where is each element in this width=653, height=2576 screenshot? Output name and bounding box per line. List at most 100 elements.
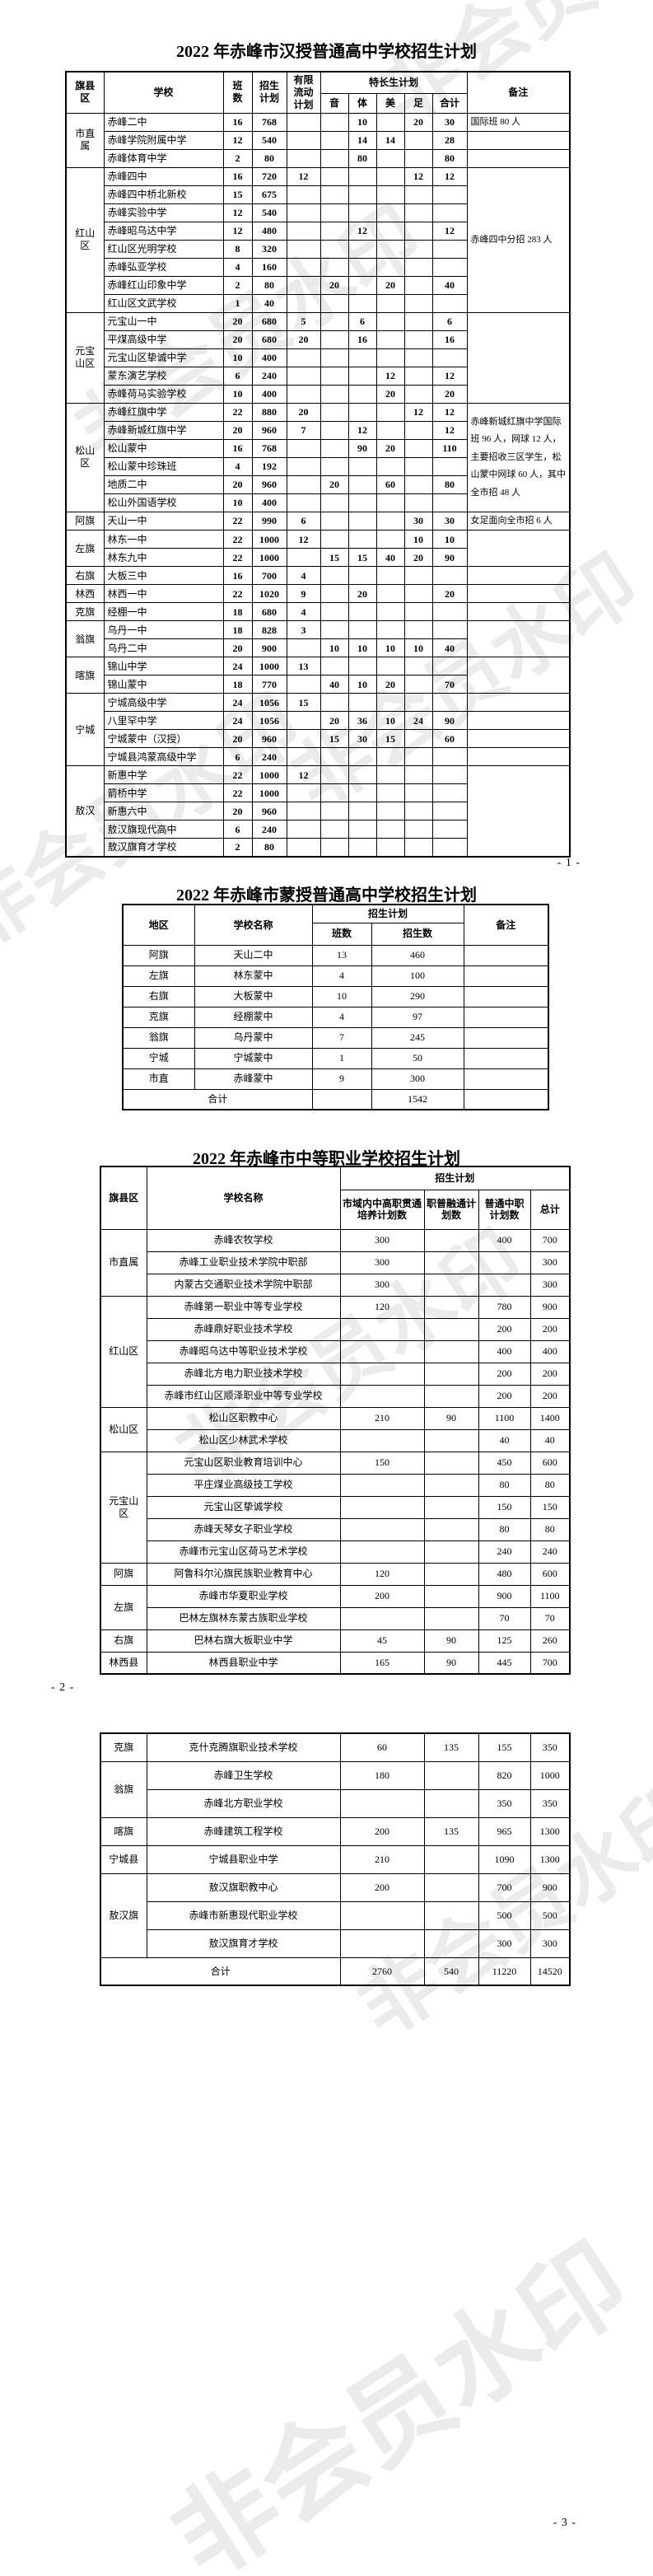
region-cell: 翁旗 (65, 620, 105, 658)
plan-cell: 40 (251, 293, 287, 313)
header-row: 旗县区 学校 班数 招生计划 有限流动计划 特长生计划 备注 (65, 71, 571, 114)
total-cell: 150 (529, 1495, 571, 1519)
special-students-header: 特长生计划 (320, 71, 468, 94)
football-cell (403, 311, 433, 331)
music-cell (320, 311, 349, 331)
football-cell (403, 838, 433, 858)
school-cell: 赤峰红旗中学 (103, 402, 224, 422)
plan-cell: 1056 (251, 693, 287, 713)
limited-flow-cell (286, 729, 321, 749)
pe-cell (347, 511, 377, 531)
classes-cell: 20 (222, 729, 253, 749)
total-cell: 80 (529, 1473, 571, 1497)
music-cell (320, 602, 349, 622)
total-cell: 300 (529, 1251, 571, 1274)
art-cell (375, 185, 405, 204)
subtotal-cell (431, 566, 468, 586)
school-cell: 敖汉旗职教中心 (146, 1872, 341, 1902)
table-row: 赤峰市红山区顺泽职业中等专业学校 200 200 (100, 1384, 571, 1408)
limited-flow-cell (286, 548, 321, 568)
football-cell: 12 (403, 402, 433, 422)
school-cell: 林西县职业中学 (146, 1651, 341, 1675)
mongolian-high-school-table: 地区 学校名称 招生计划 备注 班数 招生数 阿旗 天山二中 13 460 左旗 林东蒙中… (122, 904, 550, 1110)
football-cell (403, 475, 433, 494)
regular-plan-cell: 240 (478, 1540, 531, 1564)
table-row: 元宝山区挚诚中学 10 400 (66, 348, 570, 367)
pe-cell (347, 384, 377, 404)
subtotal-cell: 20 (431, 584, 468, 604)
table-row: 箭桥中学 22 1000 (66, 783, 570, 803)
subtotal-cell: 10 (431, 530, 468, 549)
region-cell: 松山区 (100, 1406, 147, 1452)
subtotal-cell (431, 257, 468, 277)
pe-cell: 14 (347, 130, 377, 150)
table-row: 赤峰体育中学 2 80 80 80 (66, 148, 571, 168)
art-cell (375, 330, 405, 349)
music-cell (320, 166, 349, 186)
school-cell: 松山区少林武术学校 (146, 1428, 341, 1452)
limited-flow-cell: 4 (286, 566, 321, 586)
region-cell: 喀旗 (65, 657, 105, 694)
football-cell (403, 783, 433, 803)
total-cell: 600 (529, 1451, 571, 1475)
plan-cell: 960 (251, 802, 287, 821)
header-subrow: 市域内中高职贯通培养计划数 职普融通计划数 普通中职计划数 总计 (100, 1189, 571, 1230)
classes-cell: 1 (311, 1047, 372, 1069)
classes-column-header: 班数 (222, 71, 253, 114)
table-row: 赤峰工业职业技术学院中职部 300 300 (100, 1251, 571, 1274)
limited-flow-cell (286, 112, 321, 132)
school-cell: 赤峰红山印象中学 (103, 275, 224, 295)
region-cell: 红山区 (100, 1295, 147, 1408)
regular-plan-cell: 500 (478, 1900, 531, 1930)
mongolian-table-body: 阿旗 天山二中 13 460 左旗 林东蒙中 4 100 右旗 大板蒙中 10 290 克旗 经棚蒙中 4 9… (122, 944, 549, 1110)
art-cell (375, 511, 405, 531)
pe-cell (347, 456, 377, 476)
limited-flow-cell (286, 456, 321, 476)
table-row: 巴林左旗林东蒙古族职业学校 70 70 (100, 1606, 571, 1630)
count-cell: 100 (371, 965, 464, 987)
total-value-cell: 2760 (339, 1957, 425, 1986)
pe-cell: 36 (347, 711, 377, 731)
classes-cell: 22 (222, 765, 253, 785)
pe-cell (347, 185, 377, 204)
limited-flow-cell: 9 (286, 584, 321, 604)
table-row: 林西 林西一中 22 1020 9 20 20 (65, 584, 571, 604)
remark-cell: 赤峰新城红旗中学国际班 96 人，网球 12 人，主要招收三区学生，松山蒙中网球… (466, 402, 571, 512)
total-cell: 350 (529, 1788, 571, 1818)
school-cell: 赤峰鼎好职业技术学校 (146, 1317, 341, 1341)
art-cell (375, 221, 405, 241)
football-cell (403, 420, 433, 440)
table-row: 翁旗 赤峰卫生学校 180 820 1000 (100, 1760, 571, 1818)
plan-cell: 1000 (251, 530, 287, 549)
count-cell: 290 (371, 985, 464, 1007)
school-cell: 锦山蒙中 (103, 675, 224, 694)
school-cell: 敖汉旗育才学校 (103, 838, 224, 858)
music-cell (320, 366, 349, 386)
pe-cell: 12 (347, 221, 377, 241)
subtotal-cell: 12 (431, 420, 468, 440)
pe-cell: 16 (347, 330, 377, 349)
music-cell (320, 112, 349, 132)
region-cell: 喀旗 (100, 1816, 147, 1846)
remark-column-header: 备注 (463, 904, 549, 946)
school-cell: 赤峰建筑工程学校 (146, 1816, 341, 1846)
regular-plan-cell: 400 (478, 1228, 531, 1252)
subtotal-cell: 30 (431, 112, 468, 132)
remark-cell (466, 620, 571, 658)
remark-cell (466, 693, 571, 713)
classes-cell: 22 (222, 783, 253, 803)
art-cell (375, 838, 405, 858)
pe-cell: 10 (347, 112, 377, 132)
school-cell: 赤峰荷马实验学校 (103, 384, 224, 404)
school-cell: 松山蒙中珍珠班 (103, 456, 224, 476)
school-cell: 元宝山一中 (103, 311, 224, 331)
plan-cell: 80 (251, 148, 287, 168)
football-column-header: 足 (403, 92, 433, 114)
football-cell (403, 657, 433, 676)
vocational-school-table-part2: 克旗 克什克腾旗职业技术学校 60 135 155 350 翁旗 赤峰卫生学校 180 820 10… (100, 1732, 571, 1986)
pe-cell: 20 (347, 584, 377, 604)
limited-flow-cell (286, 257, 321, 277)
classes-cell: 15 (222, 185, 253, 204)
count-cell: 245 (371, 1026, 464, 1049)
table-row: 元宝山区挚诚学校 150 150 (100, 1495, 571, 1519)
